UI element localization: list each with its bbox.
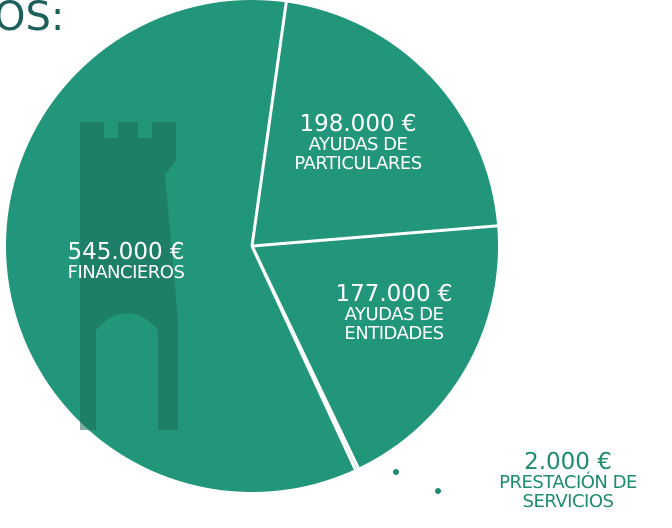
slice-separator	[251, 222, 520, 248]
slice-separator	[250, 0, 289, 247]
slice-separator	[250, 245, 366, 490]
slice-label: 2.000 € PRESTACIÓN DE SERVICIOS	[470, 450, 666, 512]
value-label: 2.000 €	[524, 449, 612, 475]
category-label: FINANCIEROS	[67, 262, 185, 284]
category-label: PRESTACIÓN DE SERVICIOS	[499, 472, 637, 513]
pie-slice	[252, 225, 499, 468]
slice-label: 198.000 € AYUDAS DE PARTICULARES	[258, 112, 458, 174]
value-label: 545.000 €	[67, 239, 185, 265]
slice-label: 177.000 € AYUDAS DE ENTIDADES	[294, 282, 494, 344]
pie-slice	[252, 2, 498, 246]
value-label: 198.000 €	[299, 111, 417, 137]
bullet	[435, 488, 441, 494]
category-label: AYUDAS DE ENTIDADES	[344, 304, 444, 345]
slice-label: 545.000 € FINANCIEROS	[36, 240, 216, 283]
chart-title: OS:	[0, 0, 64, 40]
category-label: AYUDAS DE PARTICULARES	[294, 134, 422, 175]
value-label: 177.000 €	[335, 281, 453, 307]
bullet	[393, 469, 399, 475]
tower-door	[96, 313, 158, 430]
